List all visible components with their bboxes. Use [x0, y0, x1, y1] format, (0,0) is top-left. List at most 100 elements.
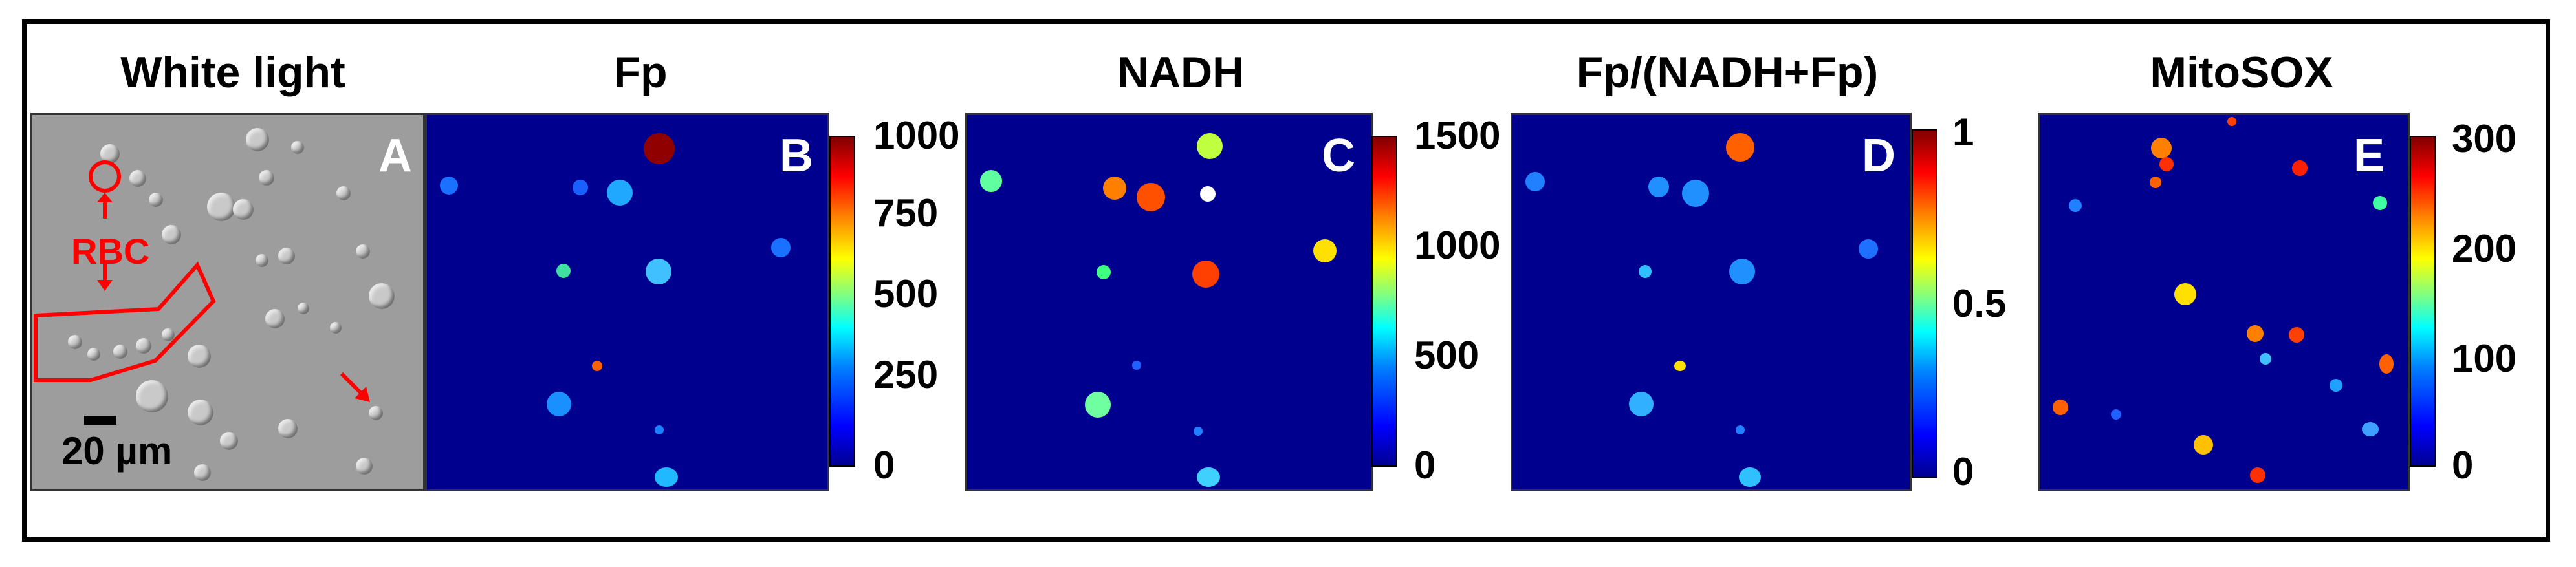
- arrow-up-head: [97, 193, 113, 202]
- colorbar-tick: 750: [873, 191, 939, 235]
- cell: [2069, 199, 2082, 212]
- cell: [369, 283, 395, 309]
- cell: [369, 406, 383, 420]
- cell: [2151, 138, 2172, 158]
- rbc-circle-marker: [89, 160, 121, 193]
- cell: [1137, 183, 1165, 211]
- panel-d-letter: D: [1862, 130, 1895, 182]
- cell: [655, 467, 678, 487]
- cell: [1194, 427, 1203, 436]
- cell: [2174, 283, 2196, 305]
- colorbar-tick: 1000: [873, 114, 960, 157]
- colorbar-tick: 500: [873, 272, 939, 316]
- figure-frame: [22, 19, 2550, 542]
- cell: [1313, 239, 1337, 262]
- colorbar-tick: 0: [2452, 444, 2474, 487]
- cell: [1739, 467, 1761, 487]
- cell: [1682, 180, 1709, 207]
- cell: [2150, 177, 2161, 188]
- cell: [1192, 261, 1219, 288]
- cell: [336, 186, 351, 200]
- cell: [2289, 327, 2304, 343]
- colorbar-tick: 1: [1952, 111, 1974, 154]
- cell: [100, 144, 120, 164]
- cell: [2330, 379, 2342, 392]
- cell: [2292, 160, 2308, 176]
- cell: [607, 180, 633, 206]
- cell: [2373, 196, 2387, 210]
- cell: [2194, 435, 2213, 455]
- colorbar-tick: 300: [2452, 117, 2517, 160]
- scale-label: 20 µm: [61, 429, 173, 473]
- cell: [2379, 354, 2394, 374]
- cell: [1639, 265, 1652, 278]
- cell: [1200, 186, 1216, 202]
- cell: [1197, 133, 1223, 159]
- cell: [330, 322, 342, 334]
- cell: [259, 170, 274, 186]
- cell: [644, 133, 675, 164]
- panel-b-title: Fp: [613, 48, 668, 97]
- cell: [980, 170, 1002, 192]
- colorbar-tick: 0: [1414, 444, 1436, 487]
- cell: [1132, 361, 1141, 370]
- panel-d-title: Fp/(NADH+Fp): [1576, 48, 1879, 97]
- cell: [1085, 392, 1111, 418]
- cell: [188, 400, 213, 425]
- panel-c-colorbar: [1371, 136, 1397, 467]
- panel-a-title: White light: [120, 48, 345, 97]
- cell: [1525, 172, 1545, 191]
- panel-e-colorbar: [2410, 136, 2436, 467]
- panel-b-colorbar: [829, 136, 855, 467]
- cell: [162, 328, 175, 341]
- cell: [655, 425, 664, 434]
- panel-c-image: C: [965, 113, 1373, 491]
- panel-a-letter: A: [378, 130, 412, 182]
- cell: [1726, 133, 1754, 162]
- cell: [1103, 177, 1126, 200]
- cell: [136, 380, 168, 412]
- cell: [1097, 265, 1111, 279]
- colorbar-tick: 200: [2452, 227, 2517, 270]
- cell: [113, 345, 127, 359]
- cell: [298, 303, 309, 314]
- panel-b-image: B: [425, 113, 829, 491]
- cell-pointer-arrow: [340, 372, 364, 396]
- scale-bar: [84, 416, 116, 425]
- panel-c-title: NADH: [1117, 48, 1245, 97]
- cell: [356, 458, 373, 475]
- cell: [356, 244, 370, 259]
- colorbar-tick: 1500: [1414, 114, 1501, 157]
- cell: [1674, 361, 1686, 371]
- cell: [265, 309, 285, 328]
- cell: [771, 238, 791, 257]
- cell: [278, 248, 295, 264]
- cell: [2053, 400, 2068, 415]
- cell: [129, 170, 146, 187]
- cell: [592, 361, 602, 371]
- cell: [2247, 325, 2264, 342]
- colorbar-tick: 500: [1414, 334, 1479, 377]
- cell: [278, 419, 298, 438]
- cell: [162, 225, 181, 244]
- arrow-down-head: [97, 280, 113, 291]
- cell: [2250, 467, 2265, 483]
- colorbar-tick: 0.5: [1952, 282, 2007, 325]
- cell: [207, 193, 235, 221]
- colorbar-tick: 0: [1952, 450, 1974, 493]
- panel-c-letter: C: [1322, 130, 1355, 182]
- panel-b-letter: B: [780, 130, 813, 182]
- cell: [2111, 409, 2121, 420]
- cell: [2227, 117, 2236, 126]
- cell: [291, 141, 304, 154]
- cell: [1197, 467, 1220, 487]
- cell: [646, 259, 671, 284]
- cell: [573, 180, 588, 195]
- cell: [220, 432, 238, 450]
- cell: [136, 338, 151, 354]
- panel-e-title: MitoSOX: [2150, 48, 2333, 97]
- cell: [256, 254, 268, 267]
- cell: [1729, 259, 1755, 284]
- cell: [246, 128, 269, 151]
